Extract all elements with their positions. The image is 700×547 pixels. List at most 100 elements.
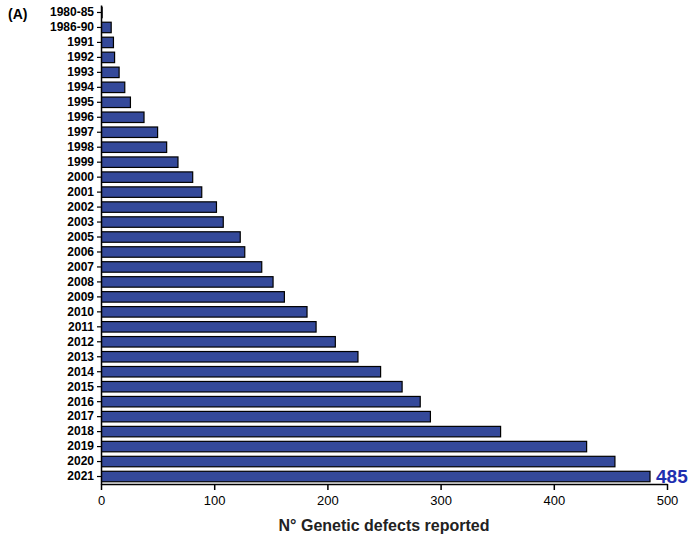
y-tick-mark	[97, 42, 101, 43]
y-tick-mark	[97, 266, 101, 267]
y-tick: 1993	[67, 65, 101, 79]
x-tick-mark	[440, 484, 442, 490]
y-tick-label: 1994	[67, 80, 94, 94]
y-tick-label: 2000	[67, 170, 94, 184]
x-tick-label: 500	[657, 493, 679, 508]
y-tick-mark	[97, 416, 101, 417]
y-tick: 2014	[67, 365, 101, 379]
bar	[101, 247, 245, 257]
y-tick: 1997	[67, 125, 101, 139]
x-tick: 100	[204, 484, 226, 508]
y-tick: 2003	[67, 215, 101, 229]
bars	[101, 7, 650, 482]
y-tick: 2006	[67, 245, 101, 259]
y-tick: 2013	[67, 350, 101, 364]
y-tick-label: 2019	[67, 439, 94, 453]
y-tick-label: 1980-85	[50, 5, 94, 19]
y-tick-mark	[97, 311, 101, 312]
y-tick-label: 2021	[67, 469, 94, 483]
bar	[101, 37, 113, 47]
y-tick-label: 2020	[67, 454, 94, 468]
x-tick: 0	[98, 484, 105, 508]
y-tick-label: 2015	[67, 380, 94, 394]
y-tick: 2012	[67, 335, 101, 349]
y-tick-mark	[97, 431, 101, 432]
bar	[101, 381, 402, 391]
y-tick-label: 2018	[67, 424, 94, 438]
y-tick: 2000	[67, 170, 101, 184]
panel-label: (A)	[8, 6, 27, 22]
y-tick: 1980-85	[50, 5, 101, 19]
y-tick-label: 1993	[67, 65, 94, 79]
bar	[101, 67, 119, 77]
bar	[101, 157, 178, 167]
y-tick: 1986-90	[50, 20, 101, 34]
bar	[101, 187, 202, 197]
y-tick-label: 2017	[67, 409, 94, 423]
y-tick-mark	[97, 162, 101, 163]
y-tick-mark	[97, 371, 101, 372]
y-tick-label: 1992	[67, 50, 94, 64]
y-tick-mark	[97, 221, 101, 222]
bar	[101, 22, 111, 32]
y-tick-label: 2009	[67, 290, 94, 304]
y-tick-mark	[97, 27, 101, 28]
y-tick-label: 2013	[67, 350, 94, 364]
y-tick-mark	[97, 192, 101, 193]
y-tick-mark	[97, 72, 101, 73]
y-tick-label: 1991	[67, 35, 94, 49]
x-tick-mark	[101, 484, 103, 490]
y-tick-mark	[97, 236, 101, 237]
y-tick: 2002	[67, 200, 101, 214]
bar	[101, 127, 158, 137]
y-tick-mark	[97, 177, 101, 178]
y-tick-mark	[97, 57, 101, 58]
bar	[101, 426, 501, 436]
y-tick: 1991	[67, 35, 101, 49]
y-tick-label: 2014	[67, 365, 94, 379]
x-tick: 200	[317, 484, 339, 508]
y-tick-mark	[97, 356, 101, 357]
y-tick-label: 1995	[67, 95, 94, 109]
y-tick-label: 2005	[67, 230, 94, 244]
y-tick-mark	[97, 341, 101, 342]
y-tick: 2019	[67, 439, 101, 453]
x-tick-label: 200	[317, 493, 339, 508]
y-tick-label: 2008	[67, 275, 94, 289]
y-tick-label: 2006	[67, 245, 94, 259]
bar	[101, 322, 316, 332]
bar	[101, 172, 193, 182]
bar	[101, 202, 216, 212]
y-tick: 2018	[67, 424, 101, 438]
x-axis: 0100200300400500	[98, 484, 678, 508]
y-tick: 2001	[67, 185, 101, 199]
y-tick-label: 1999	[67, 155, 94, 169]
y-tick-mark	[97, 87, 101, 88]
y-tick: 2009	[67, 290, 101, 304]
x-tick-mark	[327, 484, 329, 490]
y-tick-mark	[97, 326, 101, 327]
y-tick: 1996	[67, 110, 101, 124]
y-tick: 2008	[67, 275, 101, 289]
y-tick-mark	[97, 476, 101, 477]
y-tick: 1998	[67, 140, 101, 154]
bar	[101, 217, 223, 227]
bar	[101, 307, 307, 317]
y-axis-line	[101, 6, 103, 485]
y-tick: 2017	[67, 409, 101, 423]
bar	[101, 142, 167, 152]
y-tick-mark	[97, 281, 101, 282]
bar	[101, 277, 273, 287]
y-tick-mark	[97, 117, 101, 118]
y-tick-mark	[97, 296, 101, 297]
bar	[101, 52, 115, 62]
y-tick-mark	[97, 401, 101, 402]
y-tick: 2007	[67, 260, 101, 274]
x-tick: 300	[430, 484, 452, 508]
y-tick-mark	[97, 206, 101, 207]
y-tick: 2011	[68, 320, 101, 334]
y-tick-label: 2010	[67, 305, 94, 319]
x-axis-line	[102, 484, 668, 486]
x-tick-mark	[214, 484, 216, 490]
x-tick-mark	[554, 484, 556, 490]
